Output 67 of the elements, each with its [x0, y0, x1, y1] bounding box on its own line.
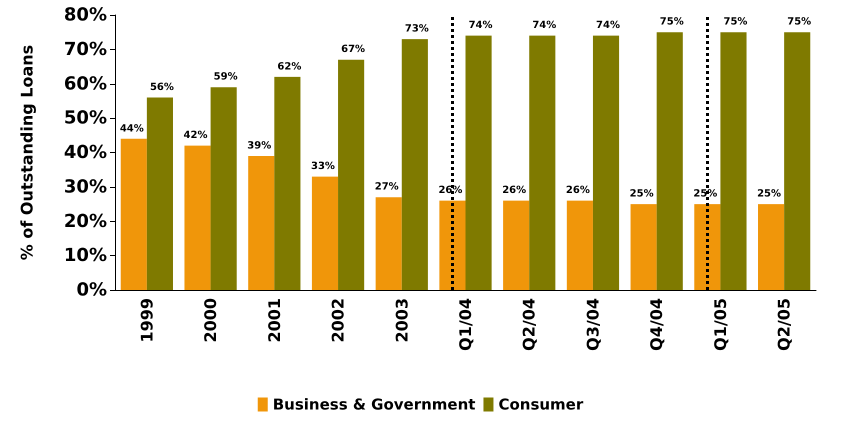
- y-tick-label: 80%: [64, 4, 107, 26]
- data-label: 75%: [787, 16, 812, 28]
- data-label: 25%: [757, 188, 782, 200]
- bar: [338, 60, 364, 290]
- bar: [146, 98, 173, 290]
- data-label: 67%: [341, 44, 366, 56]
- x-tick-label: Q2/04: [520, 298, 539, 351]
- bar: [592, 36, 620, 290]
- legend-label: Business & Government: [272, 396, 476, 414]
- x-tick-label: 2000: [201, 298, 220, 343]
- bar: [466, 36, 492, 290]
- data-label: 25%: [630, 188, 654, 200]
- data-label: 33%: [311, 161, 335, 172]
- data-label: 74%: [532, 20, 556, 32]
- data-label: 26%: [502, 185, 526, 196]
- x-tick-label: 2001: [264, 298, 284, 343]
- bar: [312, 176, 338, 290]
- data-label: 62%: [277, 61, 302, 72]
- data-label: 73%: [404, 24, 429, 35]
- data-label: 74%: [596, 20, 620, 32]
- x-tick-label: Q3/04: [583, 298, 602, 351]
- data-label: 75%: [660, 16, 684, 28]
- bar: [248, 156, 274, 290]
- bar: [566, 200, 593, 290]
- bar: [184, 146, 211, 290]
- legend-label: Consumer: [498, 396, 584, 414]
- bar: [694, 204, 720, 290]
- bar: [274, 76, 300, 290]
- bar: [210, 87, 237, 290]
- bar: [376, 197, 402, 290]
- y-tick-label: 60%: [64, 73, 107, 94]
- x-tick-label: Q4/04: [647, 298, 666, 351]
- data-label: 42%: [184, 130, 208, 142]
- data-label: 75%: [724, 16, 748, 28]
- bar: [630, 204, 657, 290]
- data-label: 56%: [150, 82, 174, 93]
- x-tick-label: Q2/05: [774, 298, 794, 351]
- x-tick-label: Q1/04: [456, 298, 475, 351]
- y-tick-label: 10%: [64, 245, 107, 266]
- x-tick-label: 1999: [137, 298, 156, 343]
- bar: [503, 200, 530, 290]
- data-label: 44%: [120, 123, 144, 134]
- data-label: 74%: [468, 20, 493, 32]
- data-label: 27%: [374, 182, 399, 193]
- data-label: 26%: [438, 185, 462, 196]
- data-label: 26%: [566, 185, 590, 196]
- data-label: 25%: [693, 188, 718, 200]
- bar: [656, 32, 683, 290]
- data-label: 59%: [214, 72, 238, 83]
- y-tick-label: 40%: [64, 142, 107, 163]
- bar: [720, 32, 747, 290]
- y-axis-title: % of Outstanding Loans: [18, 44, 36, 260]
- bar: [758, 204, 784, 290]
- x-tick-label: 2003: [392, 298, 412, 343]
- x-tick-label: Q1/05: [710, 298, 730, 351]
- x-tick-label: 2002: [328, 298, 348, 343]
- bar: [439, 200, 466, 290]
- bar: [120, 138, 147, 290]
- y-tick-label: 50%: [64, 108, 107, 129]
- data-label: 39%: [247, 140, 272, 152]
- bar: [529, 36, 556, 290]
- y-tick-label: 0%: [76, 280, 107, 300]
- y-tick-label: 30%: [64, 176, 107, 198]
- y-tick-label: 20%: [64, 210, 107, 232]
- bar: [402, 39, 428, 290]
- y-tick-label: 70%: [64, 38, 107, 60]
- bar: [784, 32, 810, 290]
